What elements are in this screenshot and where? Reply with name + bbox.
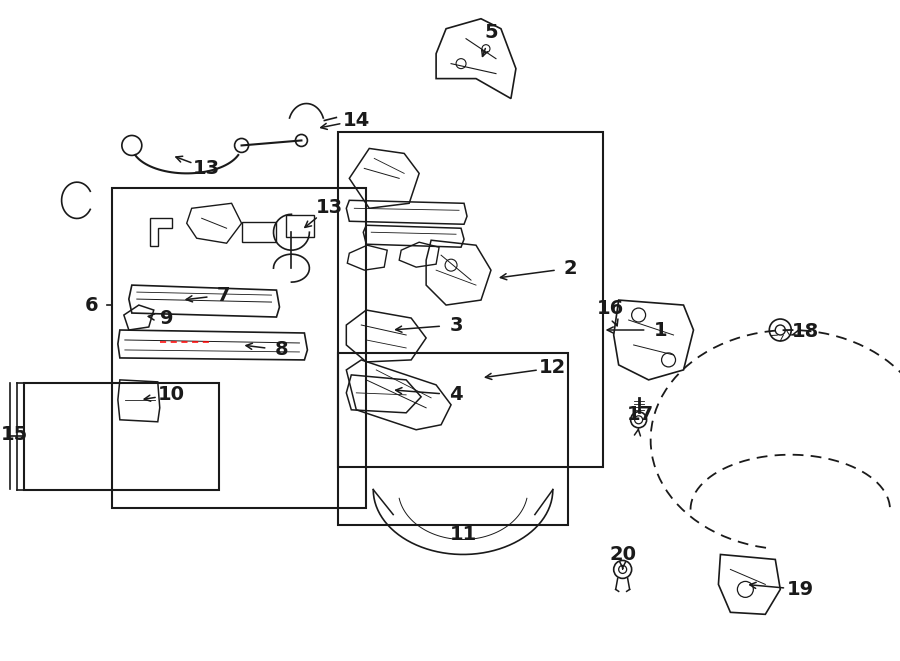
Text: 8: 8	[274, 340, 288, 360]
Text: 13: 13	[194, 159, 220, 178]
Bar	[112, 188, 366, 508]
Bar	[24, 383, 219, 490]
Text: 12: 12	[539, 358, 566, 377]
Text: 7: 7	[217, 286, 230, 305]
Text: 6: 6	[86, 295, 99, 315]
Text: 10: 10	[158, 385, 185, 405]
Text: 20: 20	[609, 545, 636, 564]
Text: 14: 14	[343, 111, 370, 130]
Text: 1: 1	[653, 321, 668, 340]
Text: 4: 4	[449, 385, 463, 405]
Text: 2: 2	[564, 258, 578, 278]
Text: 19: 19	[787, 580, 814, 599]
Text: 9: 9	[160, 309, 174, 328]
Text: 17: 17	[627, 405, 654, 424]
Text: 15: 15	[1, 425, 28, 444]
Text: 16: 16	[597, 299, 625, 317]
Text: 5: 5	[484, 23, 498, 42]
Bar	[338, 132, 603, 467]
Text: 13: 13	[316, 198, 343, 217]
Text: 3: 3	[449, 315, 463, 334]
Text: 18: 18	[792, 323, 819, 342]
Bar	[338, 353, 568, 525]
Text: 11: 11	[449, 525, 477, 544]
